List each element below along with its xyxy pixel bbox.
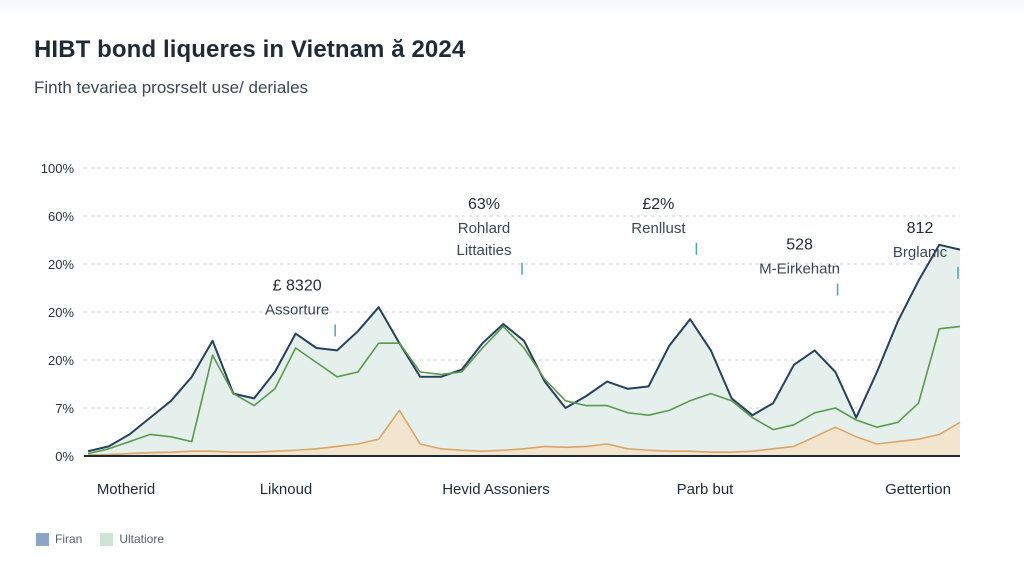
- annotation: £ 8320 Assorture: [265, 277, 336, 337]
- legend-label: Firan: [55, 532, 83, 546]
- annotation-value: 528: [786, 237, 813, 254]
- x-tick-label: Liknoud: [260, 481, 313, 498]
- y-tick-label: 20%: [48, 353, 74, 368]
- annotation-label: Littaities: [456, 242, 511, 259]
- x-tick-label: Parb but: [677, 481, 735, 498]
- axes: 0% 7% 20% 20% 20% 60% 100% Motherid Liknoud Hevid…: [41, 161, 960, 498]
- shaded-area: [88, 244, 960, 456]
- top-rule: [0, 0, 1024, 14]
- legend-item-1: Firan: [36, 532, 82, 546]
- y-tick-label: 60%: [48, 209, 74, 224]
- annotation: 528 M-Eirkehatn: [759, 237, 840, 296]
- annotation: 812 Brglanic: [893, 220, 959, 279]
- annotation-value: £ 8320: [273, 277, 322, 294]
- y-tick-label: 20%: [48, 257, 74, 272]
- legend-swatch: [36, 532, 49, 546]
- y-tick-label: 0%: [55, 449, 74, 464]
- annotation-label: Renllust: [631, 220, 686, 237]
- legend: Firan Ultatiore: [36, 532, 164, 546]
- annotation: £2% Renllust: [631, 196, 698, 255]
- annotation-label: M-Eirkehatn: [759, 261, 840, 278]
- annotation-value: £2%: [642, 196, 674, 213]
- x-tick-label: Hevid Assoniers: [442, 481, 550, 498]
- x-tick-label: Gettertion: [885, 481, 951, 498]
- annotation-label: Rohlard: [458, 220, 511, 237]
- annotation-value: 63%: [468, 196, 500, 213]
- annotation-label: Brglanic: [893, 244, 948, 261]
- legend-item-2: Ultatiore: [100, 532, 164, 546]
- series-lines: [87, 243, 961, 456]
- y-tick-label: 7%: [55, 401, 74, 416]
- area-fill-upper: [88, 244, 960, 456]
- annotation-label: Assorture: [265, 301, 329, 318]
- legend-swatch: [100, 532, 114, 546]
- x-tick-label: Motherid: [97, 481, 155, 498]
- annotation-value: 812: [907, 220, 934, 237]
- area-fill-lower: [88, 410, 960, 456]
- y-tick-label: 100%: [41, 161, 75, 176]
- legend-label: Ultatiore: [119, 532, 165, 546]
- y-tick-label: 20%: [48, 305, 74, 320]
- chart-subtitle: Finth tevariea prosrselt use/ deriales: [34, 78, 309, 97]
- annotations: £ 8320 Assorture 63% Rohlard Littaities £2% Re…: [265, 196, 959, 337]
- annotation: 63% Rohlard Littaities: [456, 196, 523, 275]
- series-line-middle-line: [87, 325, 961, 455]
- series-line-lower-line: [87, 409, 961, 456]
- chart-title: HIBT bond liqueres in Vietnam ă 2024: [34, 36, 466, 63]
